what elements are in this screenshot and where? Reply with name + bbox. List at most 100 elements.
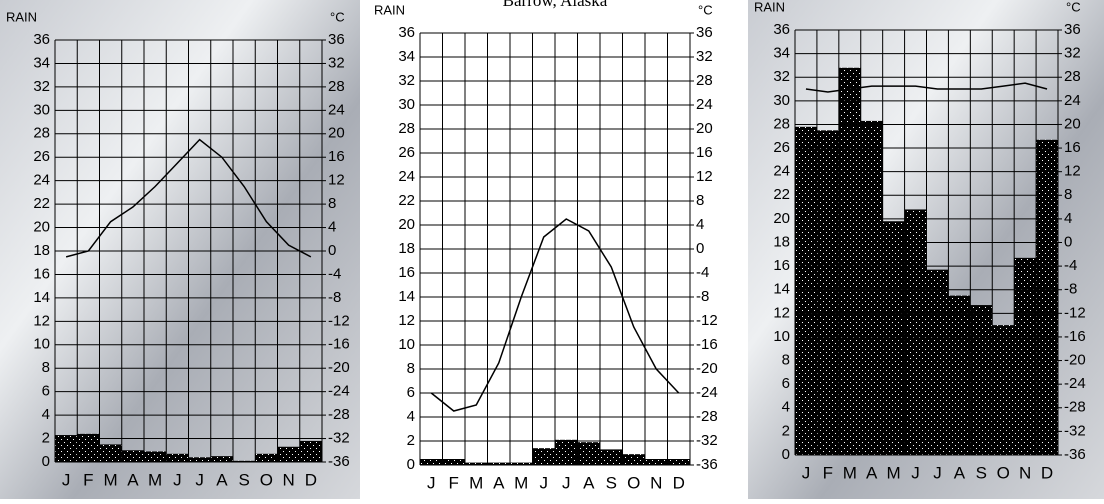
y2-tick-label: -4 [1064,257,1077,274]
y2-tick-label: -24 [696,384,718,401]
y2-tick-label: -24 [1064,375,1086,392]
y2-tick-label: 0 [696,240,704,257]
x-tick-label: N [1019,463,1031,482]
x-tick-label: M [514,473,528,492]
y2-tick-label: 12 [696,168,713,185]
y2-tick-label: -16 [328,336,350,353]
y-tick-label: 24 [33,172,50,189]
x-tick-label: A [954,463,966,482]
x-tick-label: J [195,470,204,489]
rain-bar [255,453,278,462]
y2-tick-label: 16 [696,144,713,161]
y2-tick-label: -28 [696,408,718,425]
rain-bar [99,444,122,462]
y-tick-label: 22 [398,192,415,209]
y-tick-label: 28 [33,125,50,142]
y-tick-label: 30 [773,92,790,109]
y2-tick-label: 16 [328,148,345,165]
x-tick-label: D [673,473,685,492]
y-tick-label: 4 [782,399,790,416]
y2-tick-label: -32 [1064,422,1086,439]
rain-bar [442,459,465,465]
y-tick-label: 10 [398,336,415,353]
rain-bar [121,450,144,462]
y2-tick-label: 12 [1064,163,1081,180]
y-tick-label: 34 [33,54,50,71]
y-tick-label: 36 [773,21,790,38]
x-tick-label: A [216,470,228,489]
rain-bar [795,126,817,456]
y2-tick-label: -36 [1064,446,1086,463]
rain-bar [55,435,78,462]
rain-bar [555,439,578,465]
y-tick-label: 6 [782,375,790,392]
y-tick-label: 10 [773,328,790,345]
rain-bar [992,325,1015,455]
x-tick-label: A [583,473,595,492]
y2-tick-label: 8 [328,195,336,212]
y-tick-label: 20 [773,210,790,227]
y2-tick-label: 24 [696,96,713,113]
rain-bar [948,295,971,455]
rain-bar [1014,257,1037,455]
rain-bar [667,459,690,465]
y2-tick-label: 36 [696,24,713,41]
y2-tick-label: 16 [1064,139,1081,156]
y-axis-label: RAIN [6,9,37,24]
y-tick-label: 32 [33,78,50,95]
rain-bar [882,221,905,455]
y-tick-label: 0 [407,456,415,473]
y-tick-label: 24 [398,168,415,185]
x-tick-label: S [606,473,617,492]
rain-bar [299,440,322,462]
x-tick-label: O [627,473,640,492]
x-tick-label: A [127,470,139,489]
y2-tick-label: -8 [328,289,341,306]
rain-bar [77,433,100,462]
y2-tick-label: 8 [1064,186,1072,203]
y-tick-label: 4 [407,408,415,425]
y2-tick-label: -8 [1064,281,1077,298]
y2-tick-label: 20 [328,125,345,142]
y2-tick-label: -24 [328,383,350,400]
x-tick-label: M [104,470,118,489]
y2-tick-label: -16 [696,336,718,353]
rain-bar [970,305,993,455]
x-tick-label: S [238,470,249,489]
rain-bar [532,448,555,465]
temperature-line [430,218,680,412]
x-tick-label: J [427,473,436,492]
y-tick-label: 16 [398,264,415,281]
x-tick-label: F [83,470,93,489]
y2-tick-label: 0 [1064,233,1072,250]
rain-bar [645,459,668,465]
y2-tick-label: 12 [328,172,345,189]
y-tick-label: 20 [33,219,50,236]
y2-tick-label: 32 [328,54,345,71]
y-tick-label: 8 [407,360,415,377]
y2-tick-label: 32 [696,48,713,65]
rain-bar [577,442,600,465]
y2-tick-label: -8 [696,288,709,305]
x-tick-label: J [562,473,571,492]
y-tick-label: 26 [398,144,415,161]
y2-tick-label: -20 [696,360,718,377]
x-tick-label: O [997,463,1010,482]
rain-bar [816,130,839,455]
y-tick-label: 26 [773,139,790,156]
rain-bar [600,449,623,465]
y-tick-label: 4 [42,406,50,423]
y-tick-label: 28 [398,120,415,137]
y-tick-label: 18 [773,233,790,250]
y2-tick-label: 4 [1064,210,1072,227]
x-tick-label: S [976,463,987,482]
temperature-line [805,82,1048,93]
y2-tick-label: 28 [696,72,713,89]
rain-bar [188,457,211,462]
y2-tick-label: 24 [1064,92,1081,109]
y-tick-label: 12 [773,304,790,321]
x-tick-label: N [650,473,662,492]
y2-tick-label: -12 [1064,304,1086,321]
y2-tick-label: -32 [696,432,718,449]
